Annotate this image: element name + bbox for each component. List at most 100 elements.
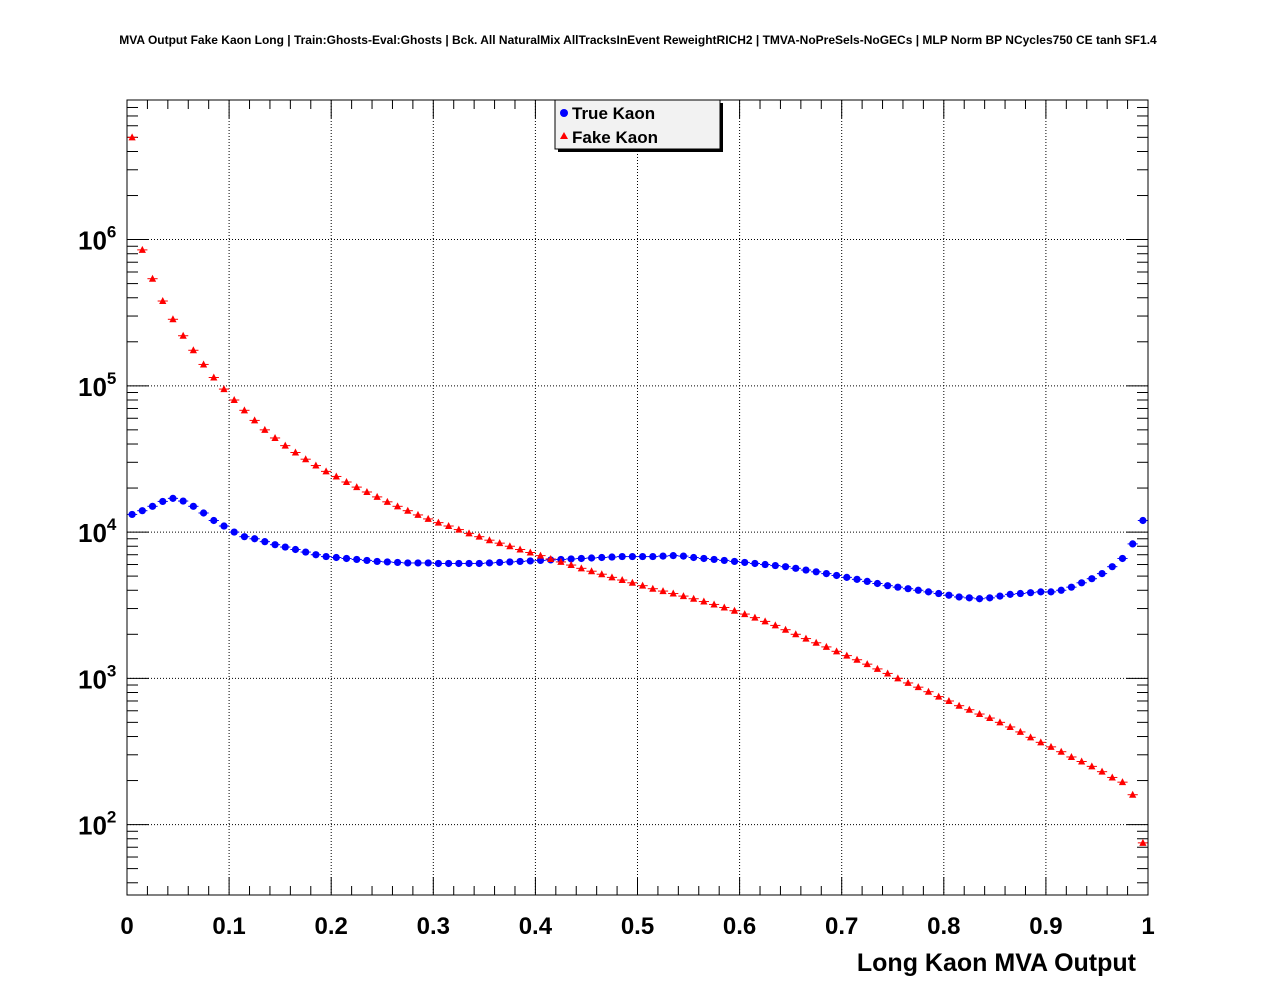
data-point [1129, 540, 1137, 548]
x-tick-label: 0.3 [417, 913, 450, 940]
data-point [557, 557, 565, 565]
data-point [322, 552, 330, 561]
data-point [240, 533, 249, 541]
data-point [516, 545, 524, 553]
data-point [577, 564, 585, 572]
data-point [148, 274, 157, 282]
data-point [986, 714, 994, 722]
data-point [710, 555, 718, 564]
data-point [1129, 790, 1137, 798]
data-point [424, 559, 432, 567]
data-point [659, 552, 667, 560]
data-point [506, 542, 514, 550]
data-point [251, 416, 259, 424]
data-point [383, 558, 391, 566]
legend-marker-fake-kaon [560, 132, 568, 139]
data-point [199, 360, 208, 368]
data-point [1108, 773, 1116, 781]
data-point [230, 395, 238, 403]
data-point [853, 575, 861, 583]
data-point [210, 516, 218, 525]
data-point [393, 558, 402, 567]
data-point [873, 664, 882, 672]
data-point [179, 497, 187, 505]
data-point [138, 507, 146, 515]
data-point [1118, 554, 1127, 563]
data-point [1057, 586, 1065, 594]
data-point [1047, 588, 1055, 596]
data-point [996, 718, 1004, 726]
data-point [1067, 752, 1076, 760]
data-point [1139, 838, 1147, 846]
x-tick-label: 0 [120, 913, 133, 940]
data-point [843, 573, 851, 581]
data-point [608, 573, 616, 581]
data-point [148, 502, 157, 510]
data-point [496, 539, 504, 547]
data-point [863, 660, 871, 668]
data-point [975, 595, 984, 603]
data-point [536, 551, 545, 559]
y-tick-label: 106 [78, 223, 116, 256]
data-point [1088, 762, 1096, 770]
x-tick-label: 0.8 [927, 913, 960, 940]
data-point [312, 551, 320, 559]
data-point [1026, 733, 1035, 741]
data-point [1139, 516, 1147, 525]
data-point [424, 514, 432, 522]
data-point [628, 552, 636, 561]
data-point [261, 425, 269, 433]
data-point [1026, 589, 1035, 597]
data-point [832, 647, 841, 655]
data-point [884, 669, 892, 677]
data-point [547, 554, 555, 562]
data-point [383, 497, 391, 505]
data-point [904, 585, 912, 593]
data-point [404, 506, 412, 514]
data-point [659, 587, 667, 595]
legend-marker-true-kaon [560, 109, 568, 117]
data-point [189, 502, 197, 510]
y-tick-label: 105 [78, 369, 116, 402]
data-point [414, 559, 422, 567]
data-point [251, 535, 259, 543]
data-point [955, 593, 963, 601]
data-point [884, 582, 892, 590]
data-point [302, 455, 310, 463]
data-point [1078, 579, 1086, 587]
data-point [690, 594, 698, 602]
data-point [945, 591, 953, 599]
data-point [873, 579, 882, 588]
chart-title: MVA Output Fake Kaon Long | Train:Ghosts… [119, 33, 1157, 47]
data-point [720, 556, 728, 565]
data-point [700, 597, 708, 605]
x-tick-label: 1 [1141, 913, 1154, 940]
data-point [404, 559, 412, 567]
data-point [598, 553, 606, 562]
series-fake-kaon [127, 133, 1148, 846]
data-point [628, 578, 636, 586]
data-point [445, 522, 453, 530]
data-point [812, 568, 820, 576]
data-point [832, 571, 841, 580]
legend-label-true-kaon: True Kaon [572, 104, 655, 123]
data-point [1098, 570, 1106, 578]
data-point [567, 555, 575, 563]
data-point [924, 588, 933, 596]
data-point [1088, 575, 1096, 583]
data-point [751, 613, 759, 621]
data-point [781, 625, 790, 633]
data-point [669, 589, 677, 597]
data-point [741, 610, 749, 618]
data-point [138, 245, 146, 253]
data-point [1118, 778, 1127, 786]
series-layer [127, 133, 1148, 846]
data-point [914, 586, 922, 594]
data-point [965, 705, 973, 713]
data-point [465, 529, 473, 537]
data-point [679, 552, 688, 560]
data-point [312, 461, 320, 469]
data-point [802, 634, 810, 642]
data-point [1047, 742, 1055, 750]
data-point [853, 655, 861, 663]
